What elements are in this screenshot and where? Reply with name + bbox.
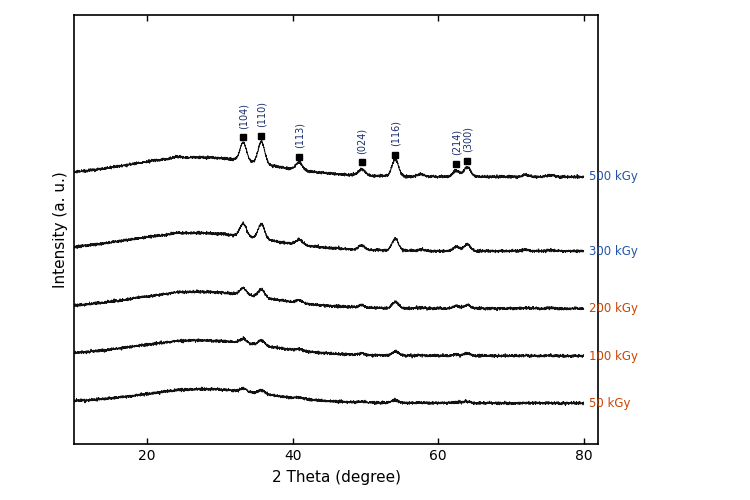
- Text: 100 kGy: 100 kGy: [590, 350, 638, 362]
- Text: (113): (113): [294, 122, 304, 148]
- X-axis label: 2 Theta (degree): 2 Theta (degree): [272, 470, 400, 485]
- Text: (024): (024): [357, 128, 367, 154]
- Y-axis label: Intensity (a. u.): Intensity (a. u.): [53, 171, 68, 288]
- Text: (104): (104): [238, 102, 248, 128]
- Text: 200 kGy: 200 kGy: [590, 302, 638, 315]
- Text: 500 kGy: 500 kGy: [590, 170, 638, 183]
- Text: (214): (214): [452, 128, 461, 154]
- Text: 300 kGy: 300 kGy: [590, 244, 638, 258]
- Text: (116): (116): [390, 120, 400, 146]
- Text: 50 kGy: 50 kGy: [590, 397, 631, 410]
- Text: (300): (300): [462, 126, 472, 152]
- Text: (110): (110): [256, 101, 266, 127]
